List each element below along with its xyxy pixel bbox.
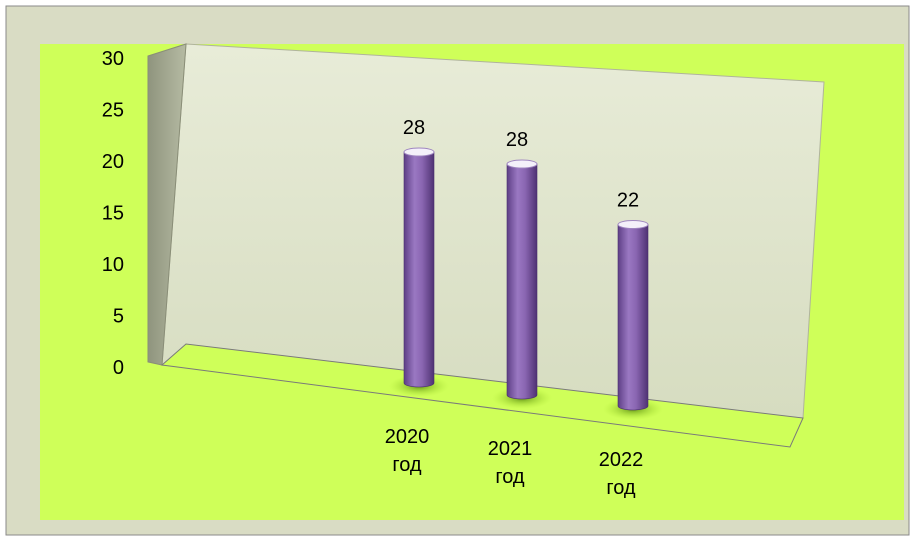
data-label: 28 [506,129,528,151]
y-tick-label: 10 [102,254,124,276]
bar [403,151,435,388]
floor [160,343,804,448]
bars-group [389,147,663,420]
x-tick-label: год [392,454,422,476]
x-tick-label: 2022 [599,449,644,471]
bar-top [506,159,538,169]
x-axis-labels: 2020 год 2021 год 2022 год [385,426,644,499]
y-tick-label: 25 [102,100,124,122]
data-labels-group: 28 28 22 [403,117,639,212]
y-tick-label: 20 [102,151,124,173]
bar-top [403,147,435,157]
y-tick-label: 30 [102,48,124,70]
x-tick-label: 2020 [385,426,430,448]
x-tick-label: год [495,466,525,488]
bar [506,163,538,400]
data-label: 28 [403,117,425,139]
bar-top [617,220,649,229]
x-tick-label: 2021 [488,438,533,460]
y-axis-ticks: 0 5 10 15 20 25 30 [102,48,124,379]
bar [617,224,649,411]
y-tick-label: 5 [113,306,124,328]
x-tick-label: год [606,477,636,499]
y-tick-label: 15 [102,203,124,225]
data-label: 22 [617,190,639,212]
y-tick-label: 0 [113,357,124,379]
